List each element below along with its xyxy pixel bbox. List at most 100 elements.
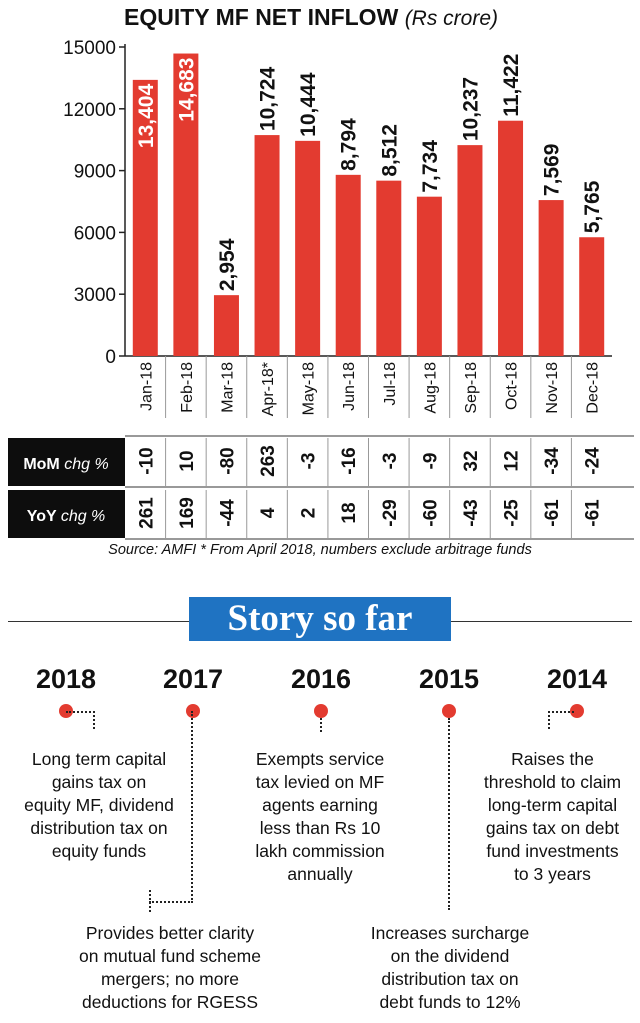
table-cell: -16 xyxy=(339,447,360,474)
x-tick-label: Oct-18 xyxy=(504,362,521,410)
timeline-text-line: distribution tax on xyxy=(381,969,519,989)
table-row-label: MoM chg % xyxy=(23,456,108,473)
timeline-dot-2017 xyxy=(186,704,200,718)
bar-value-label: 8,794 xyxy=(338,118,361,171)
bar xyxy=(538,200,564,356)
timeline-text-line: Provides better clarity xyxy=(85,923,255,943)
bar-value-label: 14,683 xyxy=(175,58,198,122)
table-cell: -60 xyxy=(420,499,441,526)
table-cell: -61 xyxy=(583,499,604,527)
x-tick-label: Mar-18 xyxy=(219,362,236,413)
timeline-text-2014: Raises the threshold to claim long-term … xyxy=(470,748,635,886)
table-cell: -25 xyxy=(502,499,523,527)
x-tick-label: Dec-18 xyxy=(585,362,602,414)
timeline-text-2018: Long term capital gains tax on equity MF… xyxy=(4,748,194,863)
timeline-year-2016: 2016 xyxy=(290,664,352,694)
timeline-text-line: long-term capital xyxy=(487,795,618,815)
x-tick-label: Jan-18 xyxy=(138,362,155,411)
timeline-text-line: distribution tax on xyxy=(30,818,168,838)
bar-chart: 0 3000 6000 9000 12000 15000 13,404 Jan-18 14,68… xyxy=(8,38,634,540)
table-row-label-bg xyxy=(8,438,125,486)
bar xyxy=(335,174,361,356)
table-row-label-bg xyxy=(8,490,125,538)
table-cell: 263 xyxy=(258,445,279,477)
timeline-leader-2016 xyxy=(320,718,323,732)
timeline-leader-2015 xyxy=(448,718,451,910)
source-note: Source: AMFI * From April 2018, numbers … xyxy=(108,542,532,558)
timeline-year-2017: 2017 xyxy=(162,664,224,694)
table-cell: -24 xyxy=(583,447,604,475)
table-row-label-italic: chg % xyxy=(61,508,105,525)
bar xyxy=(416,196,442,356)
timeline-text-line: agents earning xyxy=(262,795,378,815)
x-tick-label: Aug-18 xyxy=(422,362,439,414)
table-row-label-italic: chg % xyxy=(64,456,108,473)
bar-value-label: 10,444 xyxy=(297,72,320,137)
table-row-label-bold: MoM xyxy=(23,456,64,473)
bar xyxy=(173,53,199,356)
chart-title: EQUITY MF NET INFLOW (Rs crore) xyxy=(124,4,498,31)
x-tick-label: Feb-18 xyxy=(179,362,196,413)
table-cell: 169 xyxy=(177,497,198,529)
timeline-text-line: mergers; no more xyxy=(100,969,240,989)
table-cell: 2 xyxy=(299,508,320,519)
table-cell: 18 xyxy=(339,502,360,523)
x-tick-label: Apr-18* xyxy=(260,362,277,416)
x-tick-label: Sep-18 xyxy=(463,362,480,414)
table-cell: -10 xyxy=(136,447,157,474)
table-row-label: YoY chg % xyxy=(27,508,106,525)
timeline-text-line: Raises the xyxy=(511,749,594,769)
y-tick-label: 9000 xyxy=(74,162,116,183)
timeline-text-line: annually xyxy=(287,864,353,884)
table-cell: -9 xyxy=(420,453,441,470)
timeline-text-line: on mutual fund scheme xyxy=(79,946,261,966)
timeline-leader-2014 xyxy=(548,711,574,729)
table-cell: 261 xyxy=(136,497,157,529)
timeline-text-line: gains tax on xyxy=(51,772,147,792)
timeline-dot-2014 xyxy=(570,704,584,718)
timeline-text-line: threshold to claim xyxy=(483,772,622,792)
timeline-leader-2017-a xyxy=(149,711,193,903)
timeline-text-line: to 3 years xyxy=(514,864,591,884)
table-cell: -3 xyxy=(380,453,401,470)
bar xyxy=(579,237,605,356)
y-tick-label: 6000 xyxy=(74,223,116,244)
timeline-text-line: Long term capital xyxy=(31,749,167,769)
timeline-text-line: tax levied on MF xyxy=(255,772,385,792)
table-row-label-bold: YoY xyxy=(27,508,61,525)
y-tick-label: 12000 xyxy=(63,100,116,121)
timeline-leader-2018 xyxy=(66,711,95,729)
chart-subtitle: (Rs crore) xyxy=(404,7,499,30)
timeline-dot-2015 xyxy=(442,704,456,718)
x-tick-label: Jul-18 xyxy=(382,362,399,406)
table-cell: 10 xyxy=(177,450,198,471)
table-cell: -44 xyxy=(217,499,238,527)
table-cell: -61 xyxy=(542,499,563,527)
table-cell: 4 xyxy=(258,507,279,518)
chart-title-text: EQUITY MF NET INFLOW xyxy=(124,4,399,30)
bar-value-label: 13,404 xyxy=(135,84,158,149)
timeline-text-line: lakh commission xyxy=(255,841,385,861)
bar xyxy=(254,135,280,356)
bar-value-label: 5,765 xyxy=(581,180,604,233)
bar-value-label: 8,512 xyxy=(378,124,401,177)
table-cell: -80 xyxy=(217,447,238,474)
x-tick-label: Jun-18 xyxy=(341,362,358,411)
timeline-year-2015: 2015 xyxy=(418,664,480,694)
timeline-text-line: gains tax on debt xyxy=(485,818,620,838)
bar xyxy=(457,145,483,356)
y-tick-label: 0 xyxy=(105,347,116,368)
timeline-text-2016: Exempts service tax levied on MF agents … xyxy=(220,748,420,886)
bar xyxy=(132,79,158,357)
bar-value-label: 2,954 xyxy=(216,238,239,291)
timeline-text-line: equity MF, dividend xyxy=(24,795,174,815)
y-tick-label: 3000 xyxy=(74,285,116,306)
timeline-text-line: fund investments xyxy=(486,841,619,861)
bar-value-label: 10,237 xyxy=(459,77,482,141)
table-cell: -43 xyxy=(461,499,482,526)
bar xyxy=(498,120,524,356)
story-heading: Story so far xyxy=(189,597,451,641)
bar xyxy=(213,295,239,356)
timeline-text-line: Increases surcharge xyxy=(370,923,530,943)
table-cell: 12 xyxy=(502,450,523,471)
